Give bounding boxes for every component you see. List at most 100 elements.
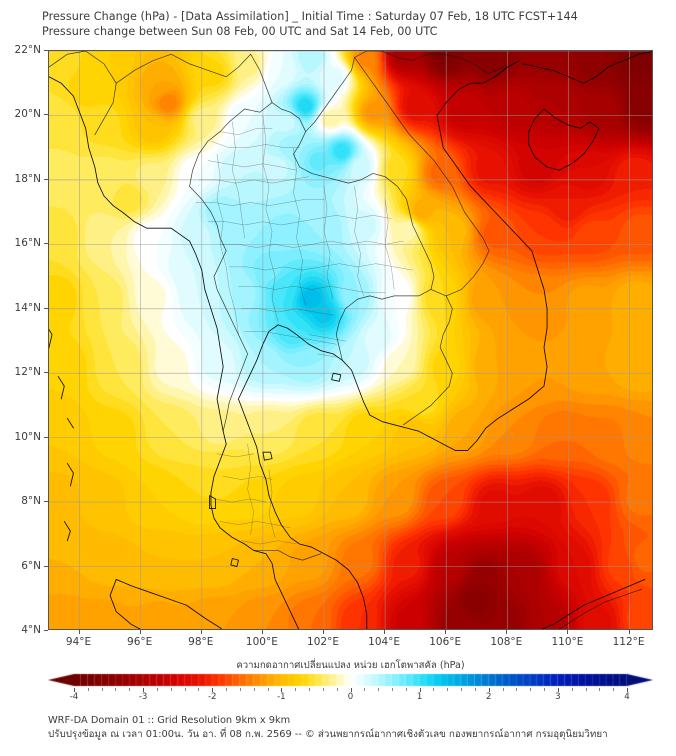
colorbar-minor-tick [226,688,228,691]
colorbar-tick-label: -2 [207,692,217,702]
x-tick-label: 94°E [65,636,92,648]
colorbar-minor-tick [322,688,324,691]
colorbar-minor-tick [391,688,393,691]
colorbar-minor-tick [364,688,366,691]
x-tick [445,630,447,634]
colorbar-minor-tick [267,688,269,691]
x-tick [200,630,202,634]
x-tick [628,630,630,634]
y-tick [44,114,48,116]
colorbar-minor-tick [378,688,380,691]
colorbar-major-tick [488,688,490,692]
colorbar-tick-label: 0 [347,692,354,702]
y-tick [44,630,48,631]
figure-title: Pressure Change (hPa) - [Data Assimilati… [42,10,642,39]
colorbar-tick-label: 2 [486,692,492,702]
colorbar-major-tick [281,688,283,692]
colorbar-minor-tick [613,688,615,691]
colorbar-minor-tick [115,688,117,691]
y-tick-label: 12°N [14,366,41,379]
x-tick-label: 112°E [612,636,645,648]
colorbar-minor-tick [156,688,158,691]
footer-line-2: ปรับปรุงข้อมูล ณ เวลา 01:00น. วัน อา. ที… [48,729,608,740]
colorbar-minor-tick [239,688,241,691]
figure-footer: WRF-DA Domain 01 :: Grid Resolution 9km … [48,714,668,742]
colorbar-caption: ความกดอากาศเปลี่ยนแปลง หน่วย เฮกโตพาสคัล… [236,660,465,671]
y-tick [44,50,48,51]
title-line-2: Pressure change between Sun 08 Feb, 00 U… [42,24,438,38]
colorbar-major-tick [419,688,421,692]
colorbar-major-tick [350,688,352,692]
colorbar-minor-tick [295,688,297,691]
x-tick-label: 106°E [429,636,462,648]
colorbar-minor-tick [101,688,103,691]
colorbar-major-tick [74,688,75,692]
colorbar-tick-label: 3 [555,692,561,702]
colorbar-minor-tick [571,688,573,691]
colorbar-tick-label: 4 [624,692,630,702]
y-tick [44,243,48,245]
x-tick-label: 100°E [245,636,278,648]
colorbar-gradient [48,672,653,688]
colorbar-minor-tick [198,688,200,691]
colorbar: ความกดอากาศเปลี่ยนแปลง หน่วย เฮกโตพาสคัล… [48,658,653,704]
colorbar-minor-tick [544,688,546,691]
colorbar-major-tick [557,688,559,692]
colorbar-minor-tick [129,688,131,691]
colorbar-minor-tick [474,688,476,691]
colorbar-minor-tick [530,688,532,691]
y-tick-label: 16°N [14,237,41,250]
x-tick [323,630,324,634]
colorbar-minor-tick [87,688,89,691]
y-tick-label: 6°N [21,559,41,572]
colorbar-major-tick [627,688,628,692]
colorbar-minor-tick [336,688,338,691]
colorbar-minor-tick [309,688,311,691]
x-tick [78,630,80,634]
y-tick-label: 14°N [14,301,41,314]
colorbar-minor-tick [599,688,601,691]
colorbar-minor-tick [447,688,449,691]
x-tick [261,630,263,634]
x-tick-label: 104°E [368,636,401,648]
x-tick [567,630,569,634]
colorbar-minor-tick [516,688,518,691]
pressure-change-field [49,51,652,629]
x-tick [139,630,141,634]
y-tick-label: 10°N [14,430,41,443]
map-plot-area[interactable] [48,50,653,630]
colorbar-ticks: -4 -3 -2 -1 0 1 2 3 4 [48,688,653,704]
title-line-1: Pressure Change (hPa) - [Data Assimilati… [42,10,578,23]
colorbar-minor-tick [253,688,255,691]
colorbar-tick-label: -1 [277,692,286,702]
y-tick-label: 22°N [14,44,41,56]
colorbar-tick-label: -3 [138,692,148,702]
colorbar-minor-tick [184,688,186,691]
colorbar-minor-tick [502,688,504,691]
x-tick [384,630,386,634]
y-tick [44,178,48,180]
colorbar-minor-tick [461,688,463,691]
colorbar-minor-tick [170,688,172,691]
x-tick-label: 96°E [127,636,153,648]
colorbar-minor-tick [433,688,435,691]
x-tick-label: 110°E [551,636,584,648]
y-tick [44,307,48,309]
colorbar-major-tick [212,688,214,692]
y-tick-label: 20°N [14,108,41,121]
x-tick-label: 108°E [490,636,523,648]
colorbar-major-tick [143,688,145,692]
x-tick [506,630,508,634]
y-tick [44,501,48,503]
colorbar-minor-tick [405,688,407,691]
y-tick-label: 8°N [21,495,41,508]
y-tick-label: 4°N [21,624,41,636]
y-tick [44,372,48,374]
colorbar-minor-tick [585,688,587,691]
footer-line-1: WRF-DA Domain 01 :: Grid Resolution 9km … [48,715,291,726]
colorbar-tick-label: 1 [416,692,423,702]
colorbar-tick-label: -4 [69,692,79,702]
x-tick-label: 98°E [188,636,214,648]
y-tick-label: 18°N [14,172,41,185]
